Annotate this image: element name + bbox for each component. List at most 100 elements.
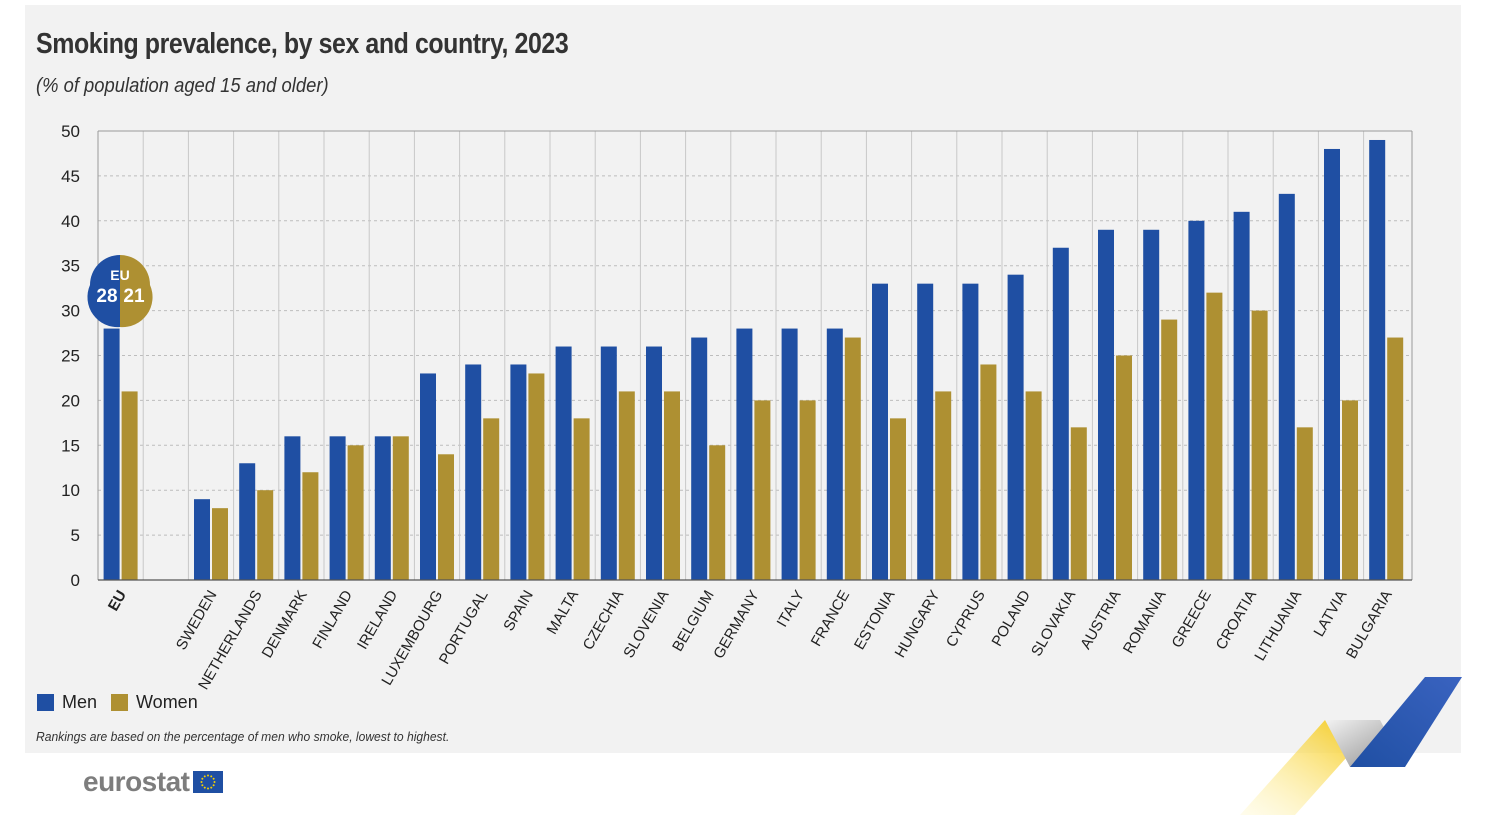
bar-women bbox=[483, 418, 500, 580]
y-tick-label: 45 bbox=[61, 167, 80, 186]
x-tick-label: AUSTRIA bbox=[1077, 588, 1124, 653]
bar-women bbox=[528, 373, 545, 580]
x-tick-label: ESTONIA bbox=[851, 588, 899, 653]
bar-women bbox=[1025, 391, 1042, 580]
bar-men bbox=[917, 283, 934, 580]
chart-subtitle: (% of population aged 15 and older) bbox=[36, 75, 329, 97]
bar-women bbox=[799, 400, 816, 580]
bar-women bbox=[1251, 310, 1268, 580]
bar-men bbox=[1369, 139, 1386, 581]
legend-swatch-women bbox=[111, 694, 129, 711]
bar-men bbox=[1052, 247, 1069, 581]
x-tick-label: IRELAND bbox=[354, 587, 401, 652]
legend-swatch-men bbox=[37, 694, 54, 711]
x-tick-label: CZECHIA bbox=[580, 588, 628, 654]
flag-star bbox=[210, 786, 213, 789]
y-tick-label: 25 bbox=[61, 347, 80, 366]
bar-men bbox=[600, 346, 617, 580]
y-tick-label: 40 bbox=[61, 212, 80, 231]
x-tick-label: SLOVENIA bbox=[620, 588, 672, 661]
bars bbox=[103, 139, 1404, 581]
eu-callout-women-value: 21 bbox=[123, 286, 145, 307]
bar-men bbox=[1278, 193, 1295, 581]
x-tick-label: FINLAND bbox=[309, 587, 356, 651]
x-tick-label: HUNGARY bbox=[892, 588, 944, 661]
corner-decoration bbox=[1240, 677, 1462, 815]
legend-item-women: Women bbox=[111, 692, 198, 713]
eu-callout-men-value: 28 bbox=[96, 286, 117, 307]
bar-women bbox=[664, 391, 680, 580]
flag-star bbox=[207, 774, 210, 777]
flag-star bbox=[210, 775, 213, 778]
bar-men bbox=[1324, 148, 1340, 580]
bar-women bbox=[1161, 319, 1178, 580]
x-tick-label: SWEDEN bbox=[173, 588, 221, 654]
bar-men bbox=[646, 346, 662, 580]
x-tick-label: GREECE bbox=[1168, 588, 1214, 651]
flag-star bbox=[213, 777, 216, 780]
y-tick-label: 35 bbox=[61, 257, 80, 276]
legend-label-women: Women bbox=[136, 692, 198, 712]
bar-women bbox=[573, 418, 590, 580]
bar-men bbox=[736, 328, 753, 580]
bar-men bbox=[103, 328, 120, 580]
bar-women bbox=[212, 508, 228, 580]
chart-title: Smoking prevalence, by sex and country, … bbox=[36, 28, 569, 60]
y-tick-label: 50 bbox=[61, 122, 80, 141]
flag-star bbox=[204, 786, 207, 789]
y-tick-label: 30 bbox=[61, 302, 80, 321]
x-tick-label: BULGARIA bbox=[1343, 588, 1396, 662]
x-tick-label: LITHUANIA bbox=[1251, 588, 1305, 664]
x-tick-label: SLOVAKIA bbox=[1028, 588, 1079, 660]
x-tick-label: FRANCE bbox=[808, 588, 854, 650]
eu-callout-women-half bbox=[120, 255, 153, 328]
bar-women bbox=[121, 391, 138, 580]
eu-callout-label: EU bbox=[110, 267, 129, 283]
bar-men bbox=[420, 373, 436, 580]
bar-women bbox=[754, 400, 771, 580]
eu-callout-men-half bbox=[87, 255, 120, 328]
x-tick-label: POLAND bbox=[988, 587, 1034, 649]
bar-women bbox=[347, 445, 364, 580]
bar-women bbox=[1342, 400, 1358, 580]
y-tick-label: 15 bbox=[61, 436, 80, 455]
y-tick-label: 20 bbox=[61, 391, 80, 410]
bar-women bbox=[1387, 337, 1404, 580]
bar-men bbox=[239, 463, 256, 580]
bar-women bbox=[302, 472, 319, 580]
y-tick-label: 10 bbox=[61, 481, 80, 500]
bar-women bbox=[438, 454, 454, 580]
bar-women bbox=[1070, 427, 1087, 580]
x-tick-label: GERMANY bbox=[710, 588, 763, 662]
x-tick-label: BELGIUM bbox=[669, 588, 717, 655]
bar-men bbox=[691, 337, 708, 580]
bar-men bbox=[826, 328, 843, 580]
x-tick-label: ITALY bbox=[774, 588, 808, 631]
y-tick-label: 5 bbox=[71, 526, 80, 545]
eu-callout: EU 28 21 bbox=[87, 255, 153, 328]
flag-star bbox=[207, 787, 210, 790]
x-tick-label: CROATIA bbox=[1213, 588, 1261, 653]
bar-men bbox=[1143, 229, 1160, 580]
eu-flag-icon bbox=[193, 771, 224, 793]
bar-men bbox=[781, 328, 798, 580]
bar-women bbox=[392, 436, 409, 580]
bar-women bbox=[844, 337, 861, 580]
bar-men bbox=[465, 364, 482, 580]
bar-women bbox=[709, 445, 726, 580]
y-tick-label: 0 bbox=[71, 571, 80, 590]
bar-men bbox=[962, 283, 979, 580]
flag-star bbox=[201, 784, 204, 787]
legend-item-men: Men bbox=[37, 692, 97, 713]
x-tick-label: DENMARK bbox=[259, 588, 311, 661]
bar-women bbox=[257, 490, 274, 580]
bar-men bbox=[284, 436, 301, 580]
x-tick-label: SPAIN bbox=[500, 588, 537, 635]
bar-men bbox=[1007, 274, 1024, 580]
bar-men bbox=[329, 436, 346, 580]
bar-men bbox=[1233, 211, 1250, 580]
x-tick-label: ROMANIA bbox=[1120, 588, 1170, 657]
bar-men bbox=[510, 364, 527, 580]
flag-star bbox=[213, 784, 216, 787]
